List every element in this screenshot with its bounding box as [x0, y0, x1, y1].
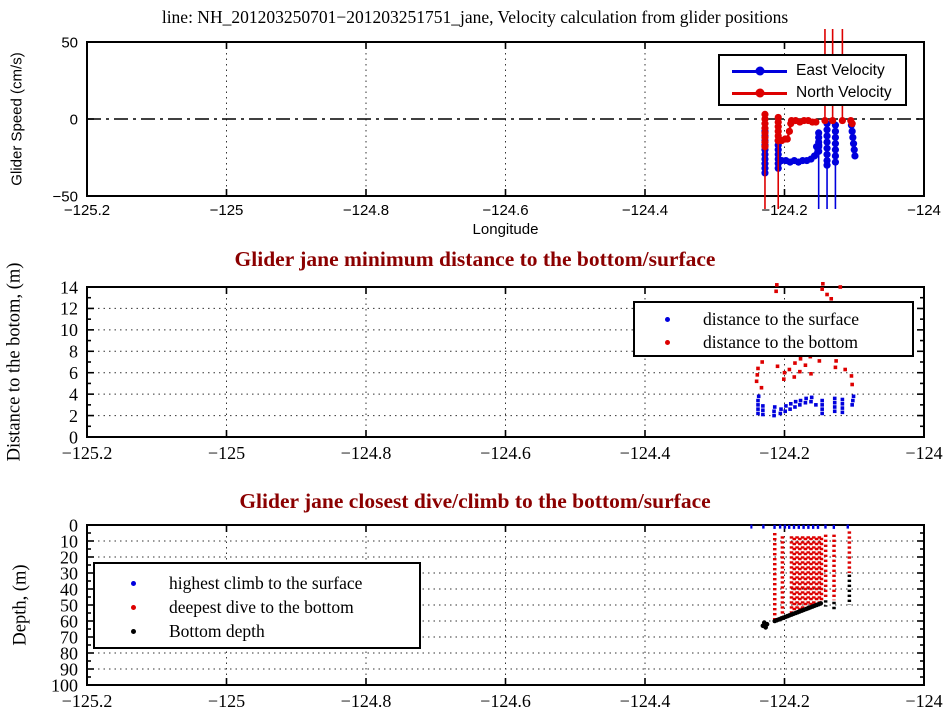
panel-1: −125.2 −125 −124.8 −124.6 −124.4 −124.2 −124 −5…	[53, 29, 941, 219]
y-tick-label: 0	[70, 111, 78, 128]
x-tick-label: −124.2	[759, 691, 810, 711]
series-deepest-dive-to-the-bottom	[772, 531, 852, 620]
x-tick-label: −124.6	[480, 691, 531, 711]
y-tick-label: 50	[61, 34, 78, 51]
y-tick-label: 8	[69, 342, 78, 362]
y-tick-label: 10	[60, 320, 78, 340]
y-tick-label: 14	[60, 277, 78, 297]
y-tick-label: 0	[69, 427, 78, 447]
x-tick-label: −124.4	[622, 202, 668, 219]
x-tick-label: −124.4	[620, 691, 671, 711]
y-tick-label: 60	[60, 611, 78, 631]
x-tick-label: −124.8	[341, 691, 392, 711]
series-distance-to-the-bottom	[754, 281, 854, 390]
x-tick-label: −124.8	[343, 202, 389, 219]
tick-labels: −125.2 −125 −124.8 −124.6 −124.4 −124.2 −124 −5…	[53, 34, 941, 219]
panel-2: −125.2 −125 −124.8 −124.6 −124.4 −124.2 −124 02…	[60, 277, 943, 463]
grid-lines	[87, 525, 924, 685]
x-tick-label: −124.8	[341, 443, 392, 463]
axes-box	[86, 524, 925, 686]
y-tick-label: 70	[60, 627, 78, 647]
x-tick-label: −125	[208, 443, 245, 463]
series-Bottom-depth	[760, 574, 852, 630]
y-tick-label: 90	[60, 659, 78, 679]
y-tick-label: 2	[69, 406, 78, 426]
y-tick-label: −50	[53, 188, 78, 205]
x-tick-label: −124.4	[620, 443, 671, 463]
tick-labels: −125.2 −125 −124.8 −124.6 −124.4 −124.2 −124 02…	[60, 277, 943, 463]
panel-3: −125.2 −125 −124.8 −124.6 −124.4 −124.2 −12401…	[51, 515, 943, 711]
y-tick-label: 50	[60, 595, 78, 615]
x-tick-label: −125.2	[62, 691, 113, 711]
x-tick-label: −124	[905, 691, 942, 711]
series-distance-to-the-surface	[756, 394, 856, 418]
x-tick-label: −124.2	[759, 443, 810, 463]
y-tick-label: 100	[51, 675, 78, 695]
x-tick-label: −124	[905, 443, 942, 463]
y-tick-label: 40	[60, 579, 78, 599]
x-tick-label: −124.6	[480, 443, 531, 463]
x-tick-label: −125	[210, 202, 244, 219]
y-tick-label: 4	[69, 384, 78, 404]
y-tick-label: 30	[60, 563, 78, 583]
y-tick-label: 0	[69, 515, 78, 535]
x-tick-label: −125.2	[62, 443, 113, 463]
y-tick-label: 10	[60, 531, 78, 551]
x-tick-label: −124	[907, 202, 941, 219]
x-tick-label: −124.6	[482, 202, 528, 219]
axes-box	[86, 286, 925, 438]
axes-box	[86, 41, 925, 197]
grid-lines	[87, 287, 924, 437]
tick-labels: −125.2 −125 −124.8 −124.6 −124.4 −124.2 −12401…	[51, 515, 943, 711]
x-tick-label: −125	[208, 691, 245, 711]
series-North-Velocity	[761, 29, 856, 209]
x-tick-label: −124.2	[761, 202, 807, 219]
y-tick-label: 12	[60, 299, 78, 319]
y-tick-label: 80	[60, 643, 78, 663]
x-tick-label: −125.2	[64, 202, 110, 219]
y-tick-label: 20	[60, 547, 78, 567]
y-tick-label: 6	[69, 363, 78, 383]
